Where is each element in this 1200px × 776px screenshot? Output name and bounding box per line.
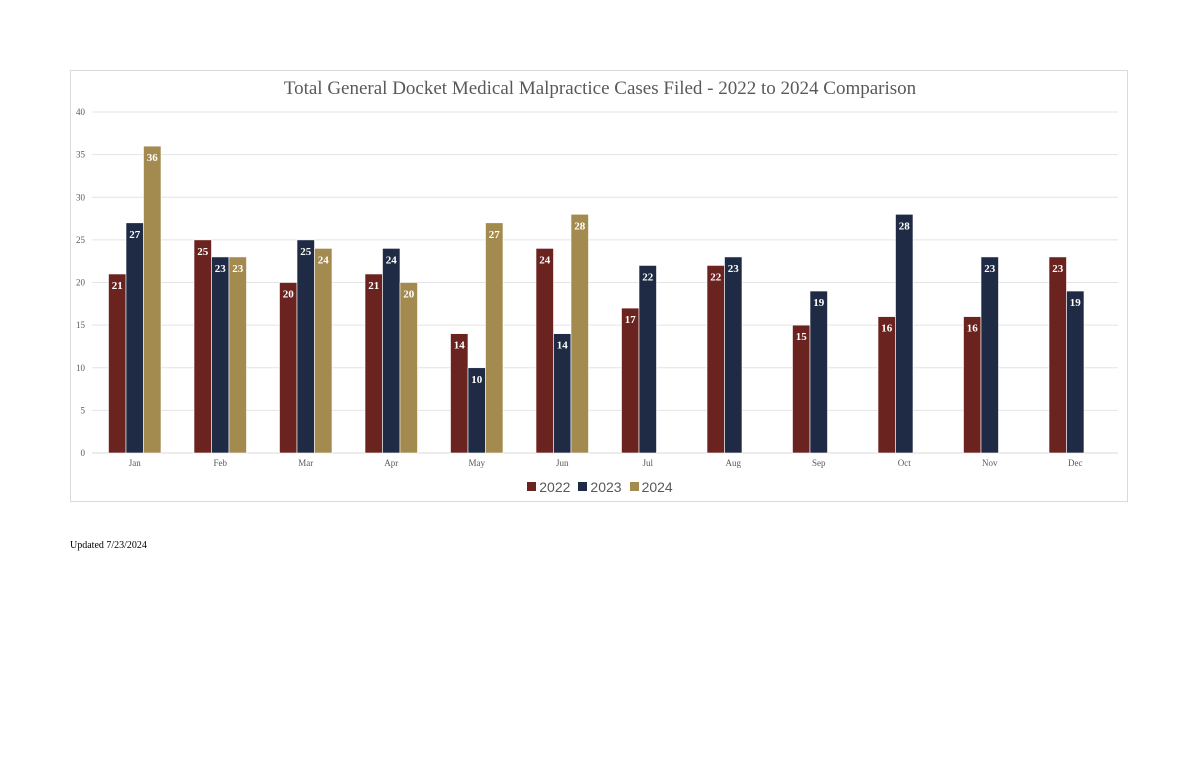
- data-label: 24: [318, 254, 330, 266]
- legend-item-2024: 2024: [629, 478, 673, 495]
- bar-2024-Jan: [143, 145, 162, 454]
- bar-2022-Jul: [621, 307, 640, 454]
- bar-2024-Feb: [228, 256, 247, 454]
- data-label: 28: [899, 220, 911, 232]
- data-label: 24: [539, 254, 551, 266]
- bar-2022-Mar: [279, 282, 298, 454]
- data-label: 25: [300, 246, 312, 258]
- data-label: 20: [403, 289, 415, 301]
- bar-2022-Oct: [877, 316, 896, 454]
- legend-label: 2024: [641, 478, 673, 495]
- chart-legend: 2022 2023 2024: [0, 478, 1200, 495]
- data-label: 22: [710, 271, 722, 283]
- x-tick-label: Mar: [298, 458, 313, 468]
- legend-label: 2023: [590, 478, 622, 495]
- bar-2022-Nov: [963, 316, 982, 454]
- data-label: 23: [1052, 263, 1064, 275]
- data-label: 23: [728, 263, 740, 275]
- bar-2022-Feb: [193, 239, 212, 454]
- data-label: 20: [283, 289, 295, 301]
- legend-swatch: [527, 482, 537, 491]
- x-tick-label: Oct: [898, 458, 911, 468]
- data-label: 14: [557, 340, 569, 352]
- x-tick-label: Jul: [642, 458, 653, 468]
- bar-2023-Oct: [895, 214, 914, 454]
- x-tick-label: Feb: [214, 458, 228, 468]
- x-tick-label: Dec: [1068, 458, 1083, 468]
- data-label: 16: [967, 323, 979, 335]
- data-label: 16: [881, 323, 893, 335]
- data-label: 19: [1070, 297, 1082, 309]
- x-tick-label: May: [469, 458, 486, 468]
- data-label: 21: [368, 280, 379, 292]
- bar-2023-Aug: [724, 256, 743, 454]
- y-tick-label: 40: [76, 107, 86, 117]
- x-tick-label: Sep: [812, 458, 826, 468]
- bar-2022-Aug: [706, 265, 725, 454]
- bar-2022-Sep: [792, 324, 811, 454]
- bar-2022-Jun: [535, 248, 554, 454]
- data-label: 36: [147, 152, 159, 164]
- data-label: 25: [197, 246, 209, 258]
- x-tick-label: Apr: [384, 458, 398, 468]
- bar-2022-Dec: [1048, 256, 1067, 454]
- updated-note: Updated 7/23/2024: [70, 540, 147, 551]
- bar-2023-Sep: [809, 290, 828, 454]
- data-label: 23: [215, 263, 227, 275]
- bar-2023-Nov: [980, 256, 999, 454]
- bar-2023-Jul: [638, 265, 657, 454]
- bar-2024-May: [485, 222, 504, 454]
- y-tick-label: 20: [76, 278, 86, 288]
- y-tick-label: 35: [76, 150, 86, 160]
- bar-2024-Jun: [570, 214, 589, 454]
- bar-2024-Mar: [314, 248, 333, 454]
- x-tick-label: Jan: [129, 458, 141, 468]
- legend-swatch: [629, 482, 639, 491]
- data-label: 17: [625, 314, 637, 326]
- chart-title: Total General Docket Medical Malpractice…: [283, 78, 917, 99]
- bar-2023-Apr: [382, 248, 401, 454]
- data-label: 23: [232, 263, 244, 275]
- data-label: 15: [796, 331, 808, 343]
- bar-2023-Dec: [1066, 290, 1085, 454]
- data-label: 27: [489, 229, 501, 241]
- bar-2022-Jan: [108, 273, 127, 454]
- x-tick-label: Jun: [556, 458, 569, 468]
- data-label: 21: [112, 280, 123, 292]
- data-label: 14: [454, 340, 466, 352]
- bar-2024-Apr: [399, 282, 418, 454]
- data-label: 28: [574, 220, 586, 232]
- y-tick-label: 30: [76, 192, 86, 202]
- bar-2022-Apr: [364, 273, 383, 454]
- bar-2023-Feb: [211, 256, 230, 454]
- y-tick-label: 25: [76, 235, 86, 245]
- bar-2023-Mar: [296, 239, 315, 454]
- y-tick-label: 0: [81, 448, 86, 458]
- y-tick-label: 10: [76, 363, 86, 373]
- data-label: 24: [386, 254, 398, 266]
- data-label: 23: [984, 263, 996, 275]
- y-tick-label: 15: [76, 320, 86, 330]
- legend-swatch: [578, 482, 588, 491]
- data-label: 22: [642, 271, 654, 283]
- x-tick-label: Nov: [982, 458, 998, 468]
- data-label: 10: [471, 374, 483, 386]
- bar-2023-Jan: [125, 222, 144, 454]
- y-tick-label: 5: [81, 405, 86, 415]
- data-label: 19: [813, 297, 825, 309]
- legend-item-2023: 2023: [578, 478, 622, 495]
- x-tick-label: Aug: [726, 458, 742, 468]
- legend-label: 2022: [539, 478, 571, 495]
- data-label: 27: [129, 229, 141, 241]
- legend-item-2022: 2022: [527, 479, 570, 495]
